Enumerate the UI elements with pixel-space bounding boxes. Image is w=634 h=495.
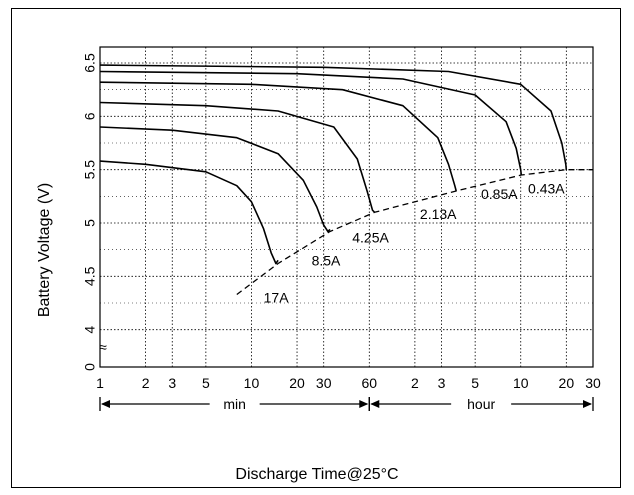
x-tick-label: 30 bbox=[585, 375, 601, 391]
x-tick-label: 20 bbox=[289, 375, 305, 391]
discharge-curves bbox=[99, 64, 568, 265]
chart-frame bbox=[11, 8, 621, 488]
curve-label-4.25A: 4.25A bbox=[352, 229, 389, 245]
range-arrowhead-left bbox=[370, 400, 380, 408]
cutoff-curve bbox=[236, 169, 593, 296]
x-tick-label: 5 bbox=[471, 375, 479, 391]
range-arrowhead-right bbox=[359, 400, 369, 408]
curve-labels: 17A 8.5A 4.25A 2.13A 0.85A 0.43A bbox=[264, 181, 566, 306]
range-label-hour: hour bbox=[467, 396, 495, 412]
x-axis-title: Discharge Time@25°C bbox=[235, 466, 398, 483]
y-tick-label: 0 bbox=[82, 363, 98, 371]
x-tick-label: 3 bbox=[438, 375, 446, 391]
curve-label-8.5A: 8.5A bbox=[312, 252, 341, 268]
discharge-curve-0.85A bbox=[99, 70, 523, 176]
curve-label-2.13A: 2.13A bbox=[420, 206, 457, 222]
y-tick-label: 5.5 bbox=[82, 160, 98, 180]
x-tick-label: 10 bbox=[513, 375, 529, 391]
y-tick-label: 4 bbox=[82, 326, 98, 334]
discharge-curve-8.5A bbox=[99, 126, 331, 233]
discharge-curve-2.13A bbox=[99, 81, 457, 192]
cutoff-dashed-line bbox=[236, 169, 593, 296]
x-tick-label: 1 bbox=[96, 375, 104, 391]
discharge-curve-17A bbox=[99, 160, 279, 265]
plot-border bbox=[99, 46, 594, 368]
y-tick-label: 4.5 bbox=[82, 266, 98, 286]
y-tick-label: 5 bbox=[82, 219, 98, 227]
x-tick-label: 10 bbox=[244, 375, 260, 391]
time-range-markers: min hour bbox=[99, 396, 594, 412]
curve-label-0.85A: 0.85A bbox=[481, 186, 518, 202]
y-axis-break-marker: ≈ bbox=[99, 339, 107, 355]
x-tick-label: 20 bbox=[559, 375, 575, 391]
range-label-min: min bbox=[223, 396, 246, 412]
x-tick-label: 3 bbox=[168, 375, 176, 391]
x-tick-label: 2 bbox=[142, 375, 150, 391]
y-tick-label: 6 bbox=[82, 112, 98, 120]
curve-label-17A: 17A bbox=[264, 289, 290, 305]
range-arrowhead-left bbox=[101, 400, 110, 408]
x-tick-label: 30 bbox=[316, 375, 332, 391]
range-arrowhead-right bbox=[583, 400, 592, 408]
x-tick-label: 5 bbox=[202, 375, 210, 391]
y-tick-label: 6.5 bbox=[82, 53, 98, 73]
curve-label-0.43A: 0.43A bbox=[528, 181, 565, 197]
y-axis-title: Battery Voltage (V) bbox=[36, 183, 53, 317]
grid bbox=[99, 46, 594, 368]
discharge-curve-4.25A bbox=[99, 101, 376, 213]
x-tick-labels: 1 2 3 5 10 20 30 60 2 3 5 10 20 30 bbox=[96, 375, 601, 391]
x-tick-label: 60 bbox=[362, 375, 378, 391]
discharge-curve-0.43A bbox=[99, 64, 568, 170]
x-tick-label: 2 bbox=[411, 375, 419, 391]
y-tick-labels: 0 4 4.5 5 5.5 6 6.5 bbox=[82, 53, 98, 371]
